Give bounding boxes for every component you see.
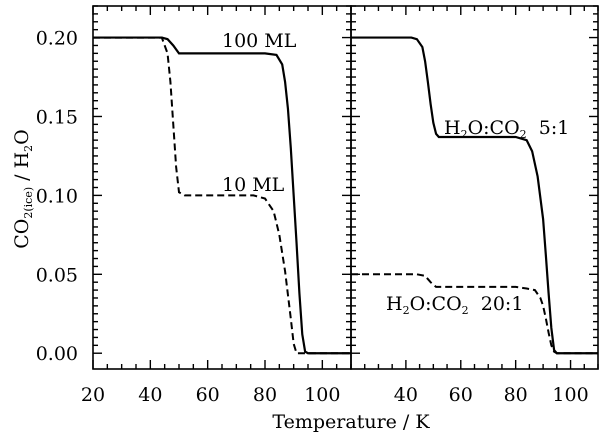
series-line-100-ml [93, 36, 351, 355]
x-tick-label: 60 [196, 384, 220, 406]
y-tick-label: 0.20 [36, 28, 78, 50]
series-line-h2o-co2-20-1 [351, 273, 598, 355]
x-tick-label: 100 [304, 384, 340, 406]
annotation-10-ml: 10 ML [222, 174, 285, 196]
annotation-100-ml: 100 ML [222, 30, 297, 52]
y-tick-label: 0.05 [36, 264, 78, 286]
series-line-10-ml [93, 36, 351, 355]
right-panel: 40 60 80 100 [350, 5, 599, 406]
y-tick-label: 0.10 [36, 185, 78, 207]
x-tick-label: 80 [504, 384, 528, 406]
left-panel: 20 40 60 80 100 [81, 5, 352, 406]
x-tick-label: 40 [394, 384, 418, 406]
x-tick-label: 60 [449, 384, 473, 406]
y-tick-label: 0.00 [36, 343, 78, 365]
annotation-h2o-co2-5-1: H2O:CO2 5:1 [444, 117, 569, 141]
y-tick-label: 0.15 [36, 106, 78, 128]
x-axis-title: Temperature / K [272, 411, 430, 433]
y-axis-tick-labels: 0.00 0.05 0.10 0.15 0.20 [36, 28, 78, 366]
series-line-h2o-co2-5-1 [351, 36, 598, 355]
x-tick-label: 40 [138, 384, 162, 406]
x-tick-label: 100 [552, 384, 588, 406]
x-tick-label: 80 [253, 384, 277, 406]
y-axis-title: CO2(ice) / H2O [11, 129, 35, 249]
annotation-h2o-co2-20-1: H2O:CO2 20:1 [386, 293, 523, 317]
x-tick-label: 20 [81, 384, 105, 406]
